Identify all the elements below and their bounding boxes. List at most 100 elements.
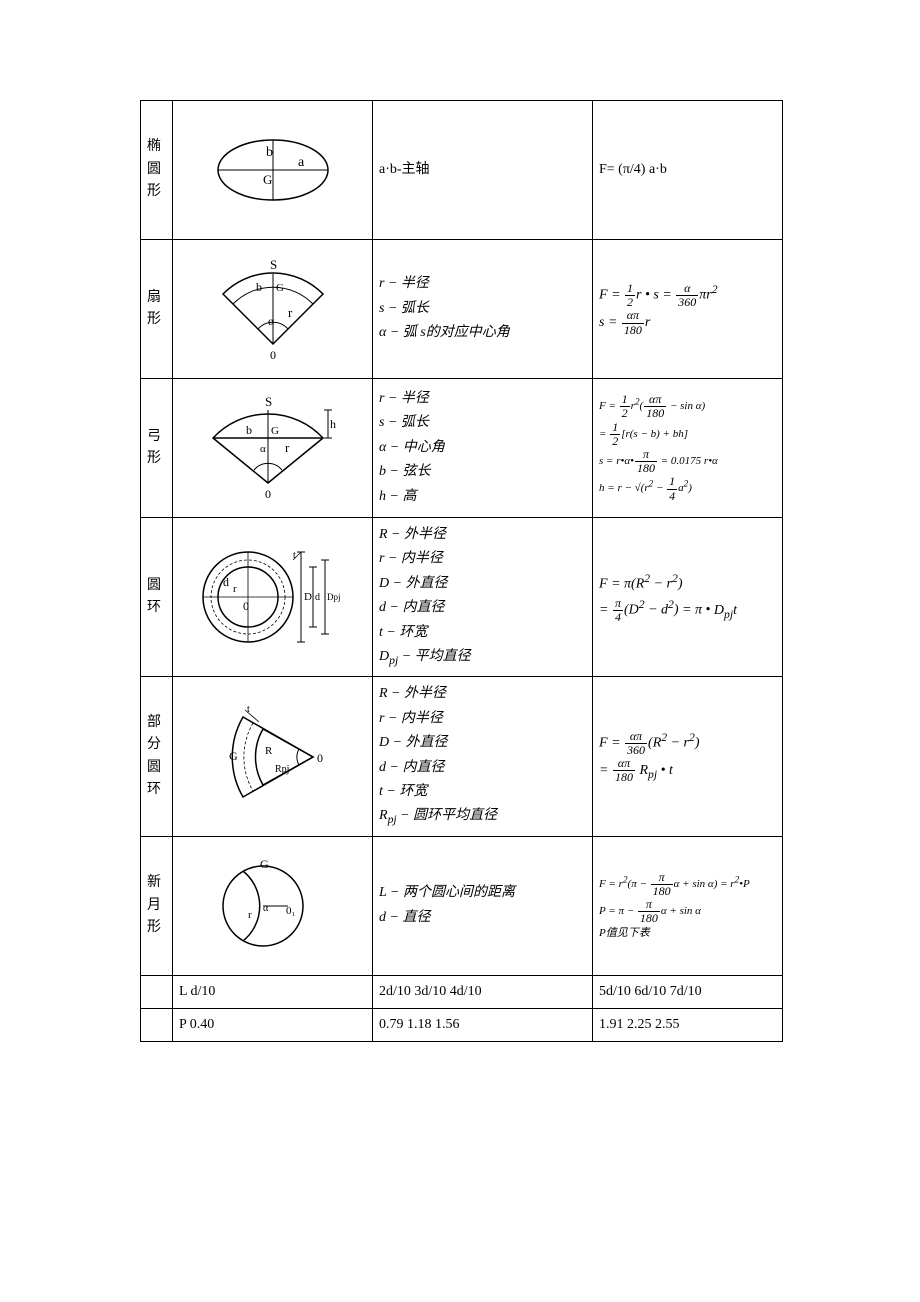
formula-cell: F = 12r2(απ180 − sin α) = 12[r(s − b) + … xyxy=(593,379,783,518)
symbol-line: d − 内直径 xyxy=(379,757,586,779)
shape-name: 部分圆环 xyxy=(141,677,173,836)
svg-text:b: b xyxy=(266,145,273,160)
table-row: 扇形 S b G r α 0 r − 半径 s − 弧长 α xyxy=(141,240,783,379)
footer-cell: 0.79 1.18 1.56 xyxy=(373,1008,593,1041)
formula-cell: F = π(R2 − r2) = π4(D2 − d2) = π • Dpjt xyxy=(593,518,783,677)
svg-text:α: α xyxy=(263,903,269,914)
footer-cell: 1.91 2.25 2.55 xyxy=(593,1008,783,1041)
svg-text:0: 0 xyxy=(243,599,249,613)
annulus-figure: d r 0 D d Dpj t xyxy=(179,532,366,662)
symbol-line: h − 高 xyxy=(379,486,586,508)
segment-figure: S b G r α h 0 xyxy=(179,383,366,513)
svg-text:G: G xyxy=(263,172,272,187)
svg-text:α: α xyxy=(260,443,266,455)
formula-line: P值见下表 xyxy=(599,926,776,941)
formula-cell: F = r2(π − π180α + sin α) = r2•P P = π −… xyxy=(593,836,783,975)
symbols-cell: r − 半径 s − 弧长 α − 中心角 b − 弦长 h − 高 xyxy=(373,379,593,518)
table-row: 圆环 d r 0 D xyxy=(141,518,783,677)
formula-line: = 12[r(s − b) + bh] xyxy=(599,421,776,448)
table-row: 部分圆环 t 0 G R Rpj R − 外半径 r − 内半径 xyxy=(141,677,783,836)
svg-text:r: r xyxy=(248,909,252,921)
symbols-cell: R − 外半径 r − 内半径 D − 外直径 d − 内直径 t − 环宽 D… xyxy=(373,518,593,677)
svg-text:0: 0 xyxy=(270,348,276,362)
svg-text:b: b xyxy=(256,280,262,294)
symbols-cell: r − 半径 s − 弧长 α − 弧 s的对应中心角 xyxy=(373,240,593,379)
ellipse-figure: b a G xyxy=(179,105,366,235)
footer-cell: P 0.40 xyxy=(173,1008,373,1041)
formula-line: = π4(D2 − d2) = π • Dpjt xyxy=(599,596,776,624)
svg-text:0: 0 xyxy=(265,487,271,501)
symbol-line: d − 直径 xyxy=(379,907,586,929)
symbol-line: t − 环宽 xyxy=(379,622,586,644)
symbol-line: a·b-主轴 xyxy=(379,159,586,181)
symbol-line: r − 半径 xyxy=(379,273,586,295)
symbol-line: t − 环宽 xyxy=(379,781,586,803)
symbol-line: D − 外直径 xyxy=(379,573,586,595)
symbol-line: s − 弧长 xyxy=(379,298,586,320)
formula-line: F = r2(π − π180α + sin α) = r2•P xyxy=(599,871,776,898)
shape-name: 圆环 xyxy=(141,518,173,677)
symbol-line: α − 中心角 xyxy=(379,437,586,459)
figure-cell: S b G r α h 0 xyxy=(173,379,373,518)
svg-text:D: D xyxy=(304,591,312,603)
svg-text:S: S xyxy=(265,394,272,409)
formula-line: F = 12r • s = α360πr2 xyxy=(599,281,776,309)
symbol-line: r − 半径 xyxy=(379,388,586,410)
formula-cell: F = 12r • s = α360πr2 s = απ180r xyxy=(593,240,783,379)
svg-text:t: t xyxy=(293,550,296,561)
table-row: 新月形 G r α 0₁ L − 两个圆心间的距离 d − 直径 F = r2(… xyxy=(141,836,783,975)
footer-cell: L d/10 xyxy=(173,975,373,1008)
symbol-line: d − 内直径 xyxy=(379,597,586,619)
shape-name: 新月形 xyxy=(141,836,173,975)
formula-line: s = r•α•π180 = 0.0175 r•α xyxy=(599,448,776,475)
figure-cell: G r α 0₁ xyxy=(173,836,373,975)
symbol-line: Dpj − 平均直径 xyxy=(379,646,586,670)
table-row: P 0.40 0.79 1.18 1.56 1.91 2.25 2.55 xyxy=(141,1008,783,1041)
formula-text: F= (π/4) a·b xyxy=(599,162,667,177)
footer-cell: 2d/10 3d/10 4d/10 xyxy=(373,975,593,1008)
svg-text:Rpj: Rpj xyxy=(275,764,289,775)
svg-text:r: r xyxy=(285,440,290,455)
symbol-line: R − 外半径 xyxy=(379,683,586,705)
crescent-figure: G r α 0₁ xyxy=(179,841,366,971)
formula-cell: F = απ360(R2 − r2) = απ180 Rpj • t xyxy=(593,677,783,836)
figure-cell: S b G r α 0 xyxy=(173,240,373,379)
svg-text:r: r xyxy=(233,583,237,595)
formula-line: = απ180 Rpj • t xyxy=(599,757,776,784)
symbols-cell: a·b-主轴 xyxy=(373,101,593,240)
symbol-line: b − 弦长 xyxy=(379,461,586,483)
shape-name: 弓形 xyxy=(141,379,173,518)
symbol-line: α − 弧 s的对应中心角 xyxy=(379,322,586,344)
formula-line: s = απ180r xyxy=(599,309,776,336)
figure-cell: t 0 G R Rpj xyxy=(173,677,373,836)
symbol-line: s − 弧长 xyxy=(379,412,586,434)
svg-text:α: α xyxy=(268,314,275,328)
symbols-cell: L − 两个圆心间的距离 d − 直径 xyxy=(373,836,593,975)
svg-text:t: t xyxy=(247,704,250,715)
svg-text:h: h xyxy=(330,417,336,431)
formula-line: F = απ360(R2 − r2) xyxy=(599,729,776,757)
sector-figure: S b G r α 0 xyxy=(179,244,366,374)
symbol-line: L − 两个圆心间的距离 xyxy=(379,882,586,904)
formula-line: F = 12r2(απ180 − sin α) xyxy=(599,393,776,420)
svg-text:Dpj: Dpj xyxy=(327,592,341,602)
table-row: 椭圆形 b a G a·b-主轴 F= (π/4) a·b xyxy=(141,101,783,240)
geometry-formula-table: 椭圆形 b a G a·b-主轴 F= (π/4) a·b 扇形 xyxy=(140,100,783,1042)
svg-text:d: d xyxy=(223,575,229,589)
svg-text:G: G xyxy=(271,425,279,437)
footer-cell: 5d/10 6d/10 7d/10 xyxy=(593,975,783,1008)
symbol-line: r − 内半径 xyxy=(379,708,586,730)
empty-cell xyxy=(141,1008,173,1041)
svg-text:b: b xyxy=(246,423,252,437)
svg-text:d: d xyxy=(315,592,320,603)
shape-name: 椭圆形 xyxy=(141,101,173,240)
figure-cell: b a G xyxy=(173,101,373,240)
empty-cell xyxy=(141,975,173,1008)
svg-text:0: 0 xyxy=(317,751,323,765)
svg-text:r: r xyxy=(288,305,293,320)
svg-text:G: G xyxy=(260,857,269,871)
shape-name: 扇形 xyxy=(141,240,173,379)
table-row: L d/10 2d/10 3d/10 4d/10 5d/10 6d/10 7d/… xyxy=(141,975,783,1008)
svg-text:0₁: 0₁ xyxy=(286,905,296,917)
svg-text:G: G xyxy=(276,282,284,294)
